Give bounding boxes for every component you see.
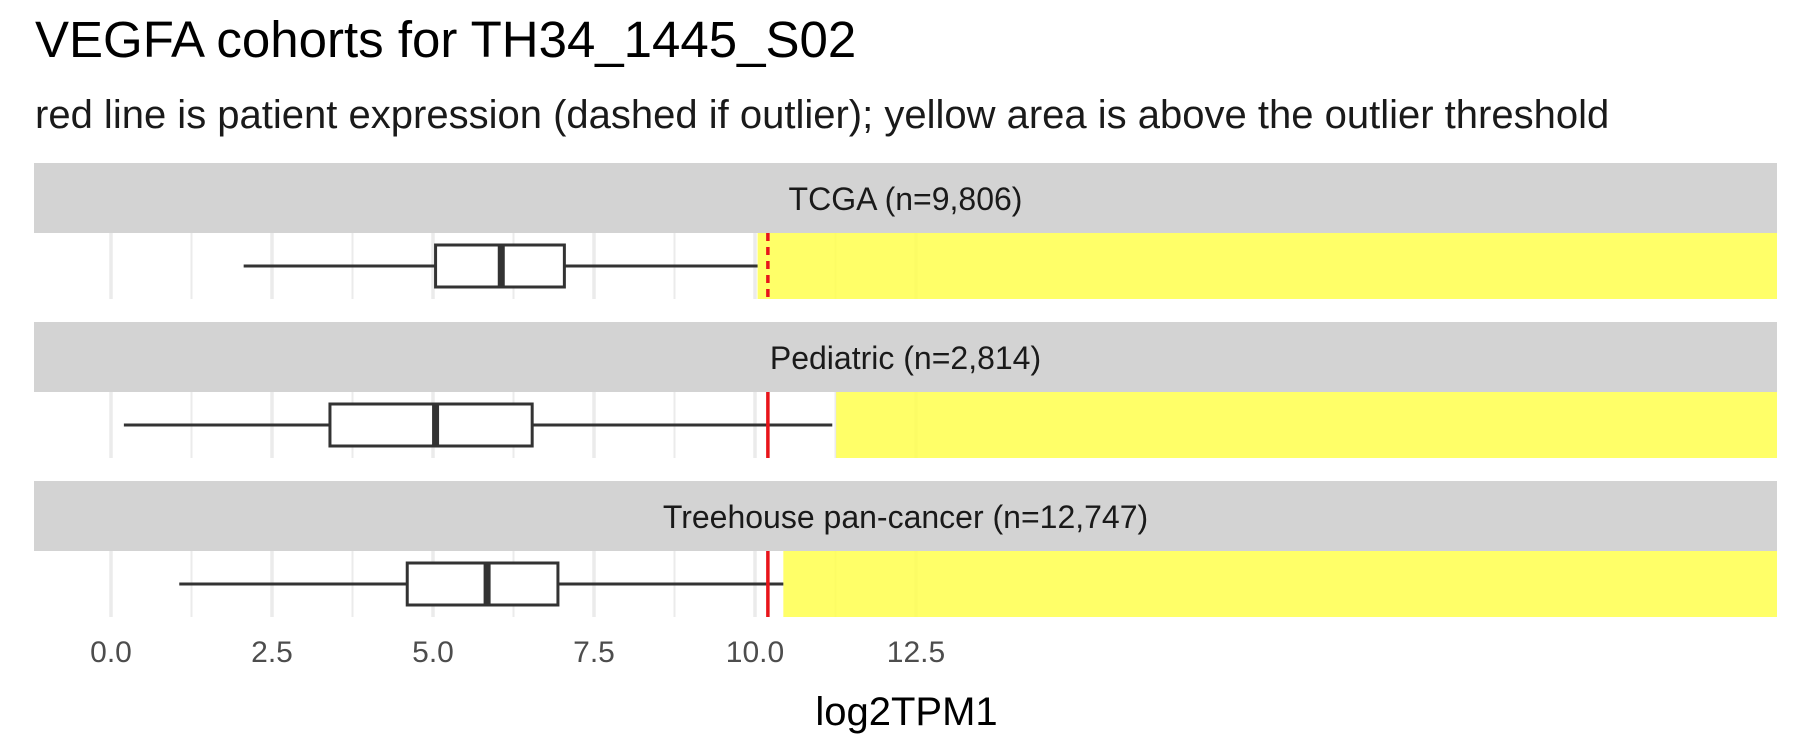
x-tick-label: 10.0 <box>726 636 784 669</box>
facet-label: TCGA (n=9,806) <box>789 181 1023 217</box>
x-tick-label: 2.5 <box>251 636 293 669</box>
facet-label: Treehouse pan-cancer (n=12,747) <box>663 499 1148 535</box>
facet-strip <box>34 322 1777 392</box>
panel-1: Pediatric (n=2,814) <box>34 322 1777 458</box>
panel-2: Treehouse pan-cancer (n=12,747) <box>34 481 1777 617</box>
x-tick-label: 0.0 <box>90 636 132 669</box>
facet-label: Pediatric (n=2,814) <box>770 340 1041 376</box>
x-tick-label: 12.5 <box>887 636 945 669</box>
chart-subtitle: red line is patient expression (dashed i… <box>35 93 1610 137</box>
iqr-box <box>405 561 560 607</box>
chart-title: VEGFA cohorts for TH34_1445_S02 <box>35 11 857 68</box>
x-axis-title: log2TPM1 <box>815 690 997 734</box>
x-tick-label: 7.5 <box>573 636 615 669</box>
outlier-area <box>783 551 1777 617</box>
facet-strip <box>34 481 1777 551</box>
iqr-box <box>328 402 534 448</box>
facet-strip <box>34 163 1777 233</box>
panel-0: TCGA (n=9,806) <box>34 163 1777 299</box>
outlier-area <box>836 392 1777 458</box>
outlier-area <box>757 233 1777 299</box>
x-tick-label: 5.0 <box>412 636 454 669</box>
